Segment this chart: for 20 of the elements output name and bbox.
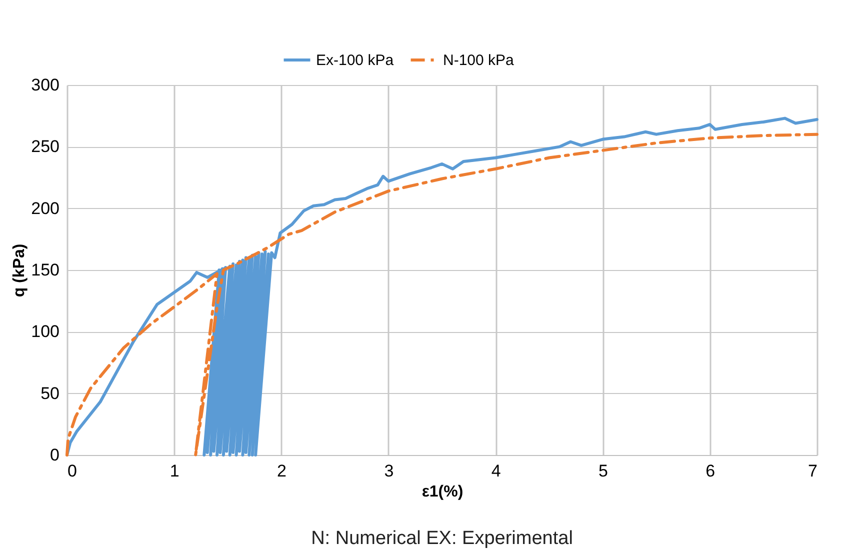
text: N: Numerical EX: Experimental	[311, 528, 573, 549]
x-tick-label: 6	[706, 462, 716, 480]
x-tick-label: 4	[491, 462, 501, 480]
y-tick-label: 200	[31, 198, 60, 218]
x-axis-title: ε1(%)	[422, 484, 464, 500]
y-tick-label: 250	[31, 137, 60, 156]
y-tick-label: 150	[31, 260, 60, 280]
y-tick-label: 0	[50, 446, 60, 464]
x-tick-label: 1	[170, 462, 180, 480]
y-tick-label: 50	[40, 384, 60, 403]
y-tick-label: 300	[31, 76, 60, 94]
x-tick-label: 2	[277, 462, 287, 480]
x-tick-label: 3	[384, 462, 394, 480]
x-tick-label: 5	[598, 462, 608, 480]
y-tick-label: 100	[31, 322, 60, 342]
x-tick-label: 7	[808, 462, 818, 480]
legend-label: N-100 kPa	[443, 52, 515, 69]
x-tick-label: 0	[68, 462, 77, 480]
y-axis-title: q (kPa)	[11, 244, 28, 298]
legend-label: Ex-100 kPa	[316, 52, 394, 69]
